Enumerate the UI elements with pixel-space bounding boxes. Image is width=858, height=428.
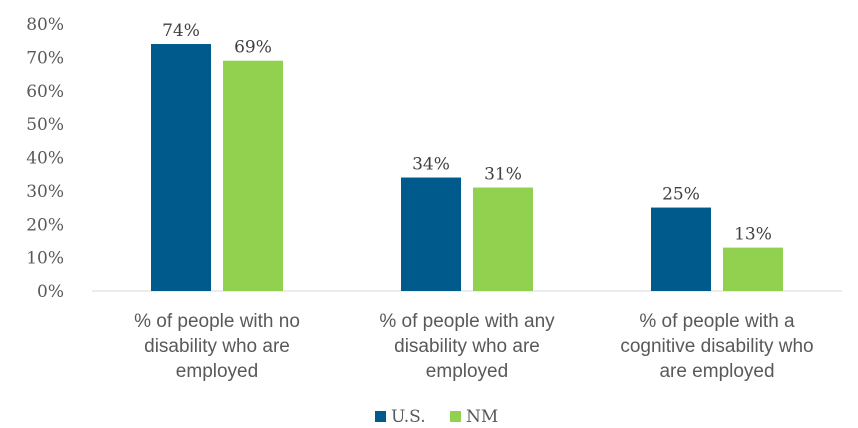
category-label: employed [426, 361, 508, 382]
y-tick-label: 70% [26, 48, 64, 68]
bar-us-2 [651, 207, 711, 291]
category-label: disability who are [394, 336, 540, 357]
category-label: % of people with a [639, 311, 795, 332]
y-tick-label: 50% [26, 115, 64, 135]
data-label: 25% [662, 185, 700, 205]
y-tick-label: 30% [26, 182, 64, 202]
y-tick-label: 40% [26, 149, 64, 169]
y-tick-label: 20% [26, 215, 64, 235]
legend-label: NM [466, 407, 498, 427]
legend-swatch [450, 411, 461, 422]
category-label: % of people with any [379, 311, 555, 332]
y-tick-label: 60% [26, 82, 64, 102]
data-label: 74% [162, 21, 200, 41]
y-tick-label: 10% [26, 249, 64, 269]
data-label: 69% [234, 38, 272, 58]
legend-label: U.S. [391, 407, 426, 427]
bar-nm-2 [723, 247, 783, 291]
category-label: cognitive disability who [620, 336, 813, 357]
data-labels: 74% 69% 34% 31% 25% 13% [162, 21, 772, 245]
bar-nm-1 [473, 187, 533, 291]
data-label: 31% [484, 165, 522, 185]
y-tick-label: 80% [26, 15, 64, 35]
category-labels: % of people with no disability who are emp… [134, 311, 814, 382]
data-label: 34% [412, 155, 450, 175]
y-axis: 0% 10% 20% 30% 40% 50% 60% 70% 80% [26, 15, 64, 302]
bar-us-1 [401, 177, 461, 291]
category-label: are employed [659, 361, 774, 382]
bar-us-0 [151, 44, 211, 292]
category-label: disability who are [144, 336, 290, 357]
bars [151, 44, 783, 292]
bar-nm-0 [223, 60, 283, 292]
data-label: 13% [734, 225, 772, 245]
legend: U.S. NM [375, 407, 498, 427]
legend-swatch [375, 411, 386, 422]
y-tick-label: 0% [37, 282, 64, 302]
category-label: % of people with no [134, 311, 300, 332]
category-label: employed [176, 361, 258, 382]
